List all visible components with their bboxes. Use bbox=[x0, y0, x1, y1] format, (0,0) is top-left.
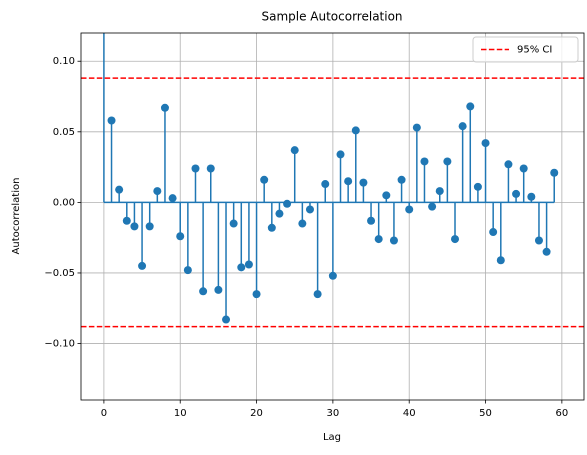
stem-marker bbox=[512, 189, 521, 198]
stem-marker bbox=[336, 150, 345, 159]
stem-marker bbox=[351, 126, 360, 135]
stem-marker bbox=[176, 232, 185, 241]
stem-marker bbox=[534, 236, 543, 245]
stem-marker bbox=[435, 187, 444, 196]
y-tick-label: 0.10 bbox=[53, 56, 75, 67]
stem-marker bbox=[214, 285, 223, 294]
stem-marker bbox=[298, 219, 307, 228]
legend: 95% CI bbox=[472, 36, 579, 63]
stem-marker bbox=[267, 223, 276, 232]
ticks: −0.10 −0.05 0.00 0.05 0.10 0 10 20 30 40 50 60 bbox=[44, 56, 568, 419]
legend-box bbox=[472, 36, 579, 63]
stem-marker bbox=[290, 146, 299, 155]
stem-marker bbox=[504, 160, 513, 169]
legend-label: 95% CI bbox=[517, 45, 552, 56]
stem-marker bbox=[344, 177, 353, 186]
stem-marker bbox=[244, 260, 253, 269]
x-tick-label: 50 bbox=[479, 408, 492, 419]
stem-marker bbox=[481, 139, 490, 148]
x-tick-label: 0 bbox=[101, 408, 107, 419]
stem-marker bbox=[397, 175, 406, 184]
stem-marker bbox=[260, 175, 269, 184]
stem-marker bbox=[222, 315, 231, 324]
stem-marker bbox=[458, 122, 467, 131]
stem-marker bbox=[405, 205, 414, 214]
stem-marker bbox=[237, 263, 246, 272]
x-axis-label: Lag bbox=[323, 432, 341, 443]
stem-marker bbox=[527, 192, 536, 201]
stem-marker bbox=[428, 202, 437, 211]
stem-marker bbox=[168, 194, 177, 203]
stem-marker bbox=[496, 256, 505, 265]
stem-marker bbox=[374, 235, 383, 244]
stem-marker bbox=[130, 222, 139, 231]
stem-marker bbox=[321, 180, 330, 189]
chart-title: Sample Autocorrelation bbox=[261, 10, 402, 24]
stem-marker bbox=[420, 157, 429, 166]
stem-marker bbox=[451, 235, 460, 244]
plot-area bbox=[81, 33, 584, 328]
stem-marker bbox=[107, 116, 116, 125]
x-tick-label: 10 bbox=[174, 408, 187, 419]
y-tick-label: 0.00 bbox=[53, 197, 75, 208]
stem-marker bbox=[153, 187, 162, 196]
stem-marker bbox=[412, 123, 421, 132]
stem-marker bbox=[550, 168, 559, 177]
stem-marker bbox=[382, 191, 391, 200]
x-tick-label: 40 bbox=[403, 408, 416, 419]
stem-marker bbox=[252, 290, 261, 299]
stem-marker bbox=[305, 205, 314, 214]
x-tick-label: 20 bbox=[250, 408, 263, 419]
stem-marker bbox=[199, 287, 208, 296]
stem-marker bbox=[191, 164, 200, 173]
stem-marker bbox=[489, 228, 498, 237]
y-tick-label: −0.10 bbox=[44, 339, 75, 350]
stem-marker bbox=[183, 266, 192, 275]
stem-marker bbox=[473, 182, 482, 191]
stem-marker bbox=[389, 236, 398, 245]
stem-marker bbox=[313, 290, 322, 299]
stem-marker bbox=[138, 261, 147, 270]
stem-marker bbox=[283, 199, 292, 208]
stem-marker bbox=[519, 164, 528, 173]
stem-marker bbox=[542, 247, 551, 256]
stem-marker bbox=[443, 157, 452, 166]
stem-marker bbox=[229, 219, 238, 228]
stem-marker bbox=[115, 185, 124, 194]
stem-marker bbox=[328, 271, 337, 280]
stem-marker bbox=[466, 102, 475, 111]
y-tick-label: 0.05 bbox=[53, 127, 75, 138]
stem-marker bbox=[367, 216, 376, 225]
stem-marker bbox=[206, 164, 215, 173]
x-tick-label: 30 bbox=[327, 408, 340, 419]
stem-marker bbox=[145, 222, 154, 231]
x-tick-label: 60 bbox=[555, 408, 568, 419]
stem-marker bbox=[359, 178, 368, 187]
stem-marker bbox=[160, 103, 169, 112]
y-tick-label: −0.05 bbox=[44, 268, 75, 279]
stem-marker bbox=[122, 216, 131, 225]
y-axis-label: Autocorrelation bbox=[11, 178, 22, 255]
stem-marker bbox=[275, 209, 284, 218]
